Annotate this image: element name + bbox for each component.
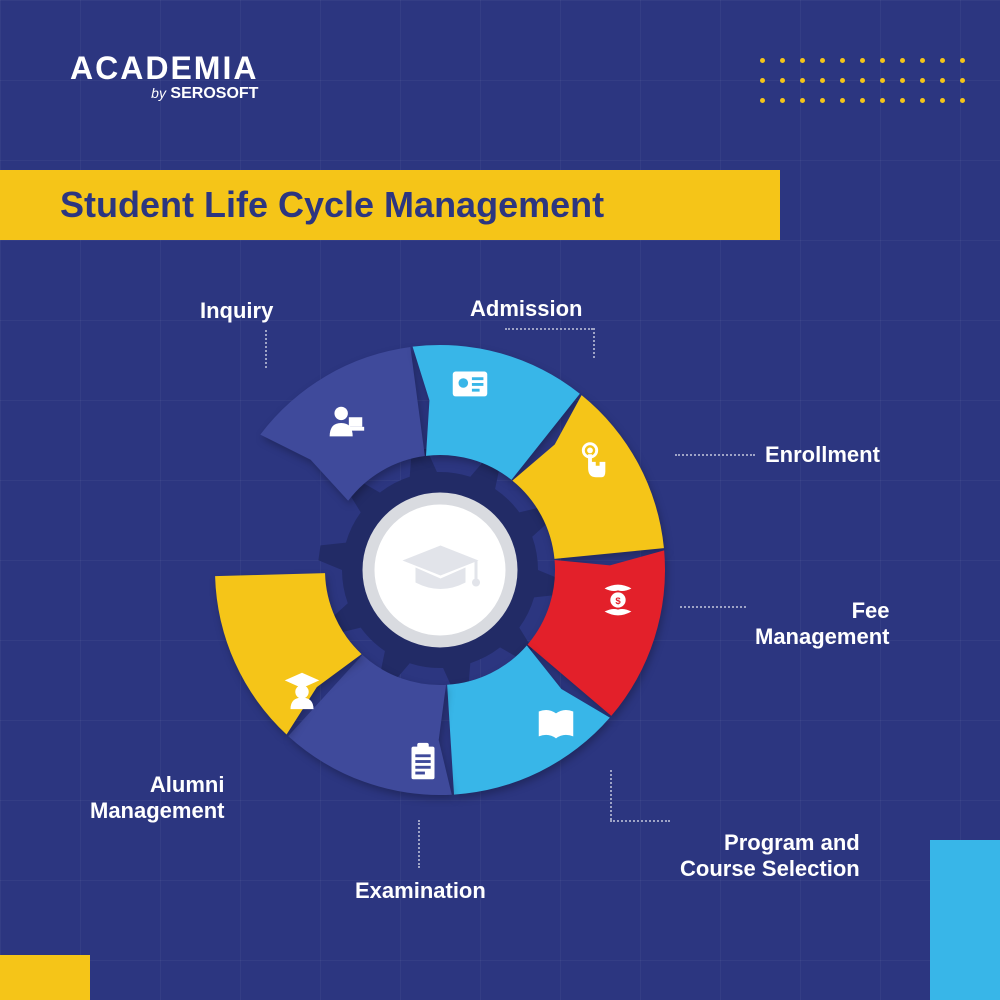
leader-line [593, 328, 595, 358]
label-clipboard: Examination [355, 878, 486, 904]
label-graduate: AlumniManagement [90, 772, 224, 825]
label-person-desk: Inquiry [200, 298, 273, 324]
decorative-dot-grid [760, 58, 1000, 118]
page-title: Student Life Cycle Management [60, 184, 604, 226]
brand-byline: by SEROSOFT [70, 85, 258, 103]
label-tap-hand: Enrollment [765, 442, 880, 468]
leader-line [680, 606, 746, 608]
brand-logo: ACADEMIA by SEROSOFT [70, 50, 258, 103]
graduate-icon [279, 667, 325, 713]
corner-accent-bottom-right [930, 840, 1000, 1000]
brand-name: ACADEMIA [70, 50, 258, 87]
leader-line [610, 820, 670, 822]
label-id-card: Admission [470, 296, 582, 322]
label-open-book: Program andCourse Selection [680, 830, 860, 883]
leader-line [505, 328, 593, 330]
corner-accent-bottom-left [0, 955, 90, 1000]
label-money-hands: FeeManagement [755, 598, 889, 651]
leader-line [610, 770, 612, 820]
leader-line [265, 330, 267, 368]
leader-line [675, 454, 755, 456]
segment-graduate [205, 335, 675, 805]
cycle-diagram: $ [160, 290, 720, 850]
leader-line [418, 820, 420, 868]
title-bar: Student Life Cycle Management [0, 170, 780, 240]
